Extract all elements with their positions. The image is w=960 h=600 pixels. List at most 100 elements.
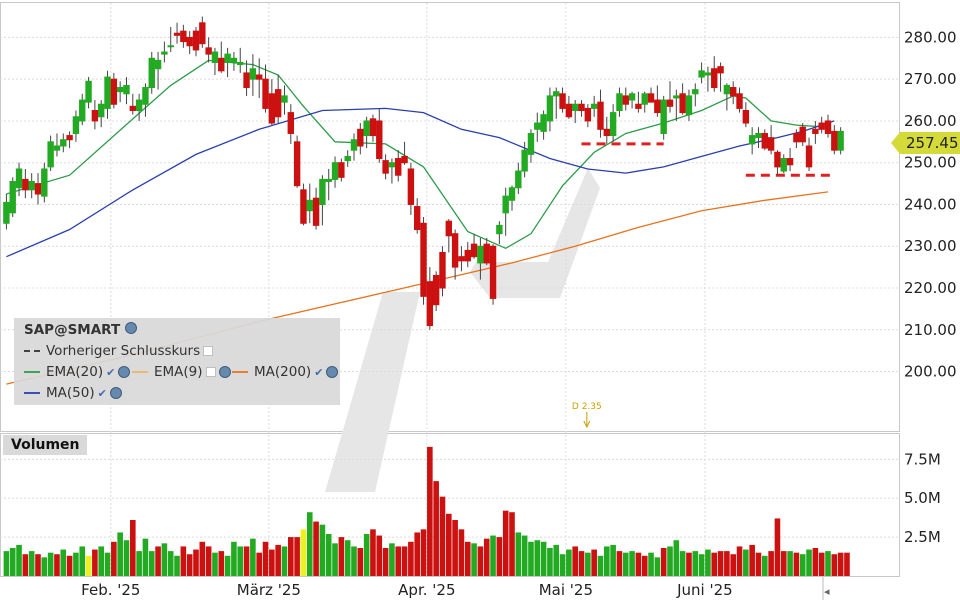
volume-bar <box>616 551 623 576</box>
candle-body <box>793 132 800 143</box>
volume-bar <box>28 551 35 576</box>
candle-body <box>3 201 10 224</box>
check-icon[interactable]: ✔ <box>106 365 116 379</box>
last-price-badge: 257.45 <box>891 132 960 154</box>
legend-ma200[interactable]: MA(200) ✔ <box>232 364 339 380</box>
volume-bar <box>60 549 67 576</box>
legend-prev-close[interactable]: Vorheriger Schlusskurs <box>24 343 214 359</box>
candle-body <box>527 132 535 155</box>
volume-bar <box>528 541 534 576</box>
check-icon[interactable]: ✔ <box>97 386 107 400</box>
candle-body <box>230 57 238 63</box>
candle-body <box>774 151 781 168</box>
candle-body <box>679 93 686 114</box>
volume-bar <box>768 551 774 576</box>
candle-body <box>205 47 212 55</box>
volume-bar <box>155 546 161 576</box>
month-label: März '25 <box>237 581 301 599</box>
volume-bar <box>654 557 661 576</box>
candle-body <box>818 122 825 130</box>
volume-bar <box>837 552 844 576</box>
volume-bar <box>629 551 635 576</box>
volume-bar <box>98 546 104 576</box>
candle-body <box>388 162 396 168</box>
volume-bar <box>306 512 313 576</box>
volume-bar <box>111 541 117 576</box>
globe-icon[interactable] <box>124 322 137 334</box>
volume-bar <box>92 549 98 576</box>
candle-body <box>609 112 617 137</box>
candle-body <box>237 61 244 66</box>
candle-body <box>426 281 434 327</box>
settings-icon[interactable] <box>118 366 131 378</box>
volume-bar <box>831 554 838 576</box>
ma50-swatch <box>24 392 40 394</box>
candle-body <box>420 222 427 297</box>
volume-bar <box>572 546 578 576</box>
volume-bar <box>825 551 831 576</box>
candle-body <box>211 51 219 63</box>
volume-bar <box>673 540 680 576</box>
volume-bar <box>604 546 610 576</box>
candle-body <box>711 68 718 89</box>
volume-bar <box>635 552 642 576</box>
candle-body <box>369 118 377 137</box>
toggle-checkbox[interactable] <box>203 346 214 356</box>
candle-body <box>312 197 320 226</box>
candle-body <box>47 141 54 168</box>
month-label: Feb. '25 <box>81 581 140 599</box>
candle-body <box>565 103 573 118</box>
volume-bar <box>205 546 212 576</box>
legend-ema9[interactable]: EMA(9) <box>132 364 231 380</box>
toggle-checkbox[interactable] <box>205 367 216 377</box>
volume-bar <box>136 551 142 576</box>
volume-bar <box>85 555 92 576</box>
dashed-line-swatch <box>24 350 40 352</box>
price-tick-label: 230.00 <box>904 237 957 255</box>
candle-body <box>199 22 206 45</box>
candle-body <box>129 105 137 112</box>
scroll-arrow-icon[interactable]: ◂ <box>824 585 830 598</box>
volume-bar <box>736 546 743 576</box>
candle-body <box>104 76 111 109</box>
candle-body <box>654 99 661 114</box>
volume-bar <box>490 535 496 576</box>
settings-icon[interactable] <box>218 366 231 378</box>
candle-body <box>534 122 541 130</box>
volume-bar <box>174 555 180 576</box>
candle-body <box>350 139 358 151</box>
month-label: Apr. '25 <box>398 581 455 599</box>
candle-body <box>331 162 339 180</box>
volume-bar <box>755 552 762 576</box>
legend-ema20[interactable]: EMA(20) ✔ <box>24 364 131 380</box>
volume-bar <box>420 529 427 576</box>
settings-icon[interactable] <box>326 366 339 378</box>
volume-bar <box>477 546 484 576</box>
volume-bar <box>452 520 458 576</box>
candle-body <box>376 120 383 160</box>
volume-bar <box>591 549 597 576</box>
volume-bar <box>433 481 439 576</box>
legend-ma50[interactable]: MA(50) ✔ <box>24 385 122 401</box>
candle-body <box>831 130 838 151</box>
candle-body <box>698 70 705 78</box>
check-icon[interactable]: ✔ <box>314 365 324 379</box>
volume-bar <box>66 555 73 576</box>
volume-bar <box>818 552 825 576</box>
candle-body <box>553 91 560 97</box>
candle-body <box>673 95 680 99</box>
volume-bar <box>622 552 629 576</box>
volume-bar <box>54 554 60 576</box>
volume-bar <box>300 529 307 576</box>
volume-bar <box>281 546 288 576</box>
volume-bar <box>730 554 736 576</box>
volume-bar <box>250 538 256 576</box>
volume-bar <box>648 552 654 576</box>
candle-body <box>116 87 124 93</box>
candle-body <box>685 95 693 116</box>
settings-icon[interactable] <box>109 387 122 399</box>
price-tick-label: 250.00 <box>904 154 957 172</box>
volume-bar <box>344 540 351 576</box>
candle-body <box>635 103 642 109</box>
candle-body <box>161 51 168 55</box>
